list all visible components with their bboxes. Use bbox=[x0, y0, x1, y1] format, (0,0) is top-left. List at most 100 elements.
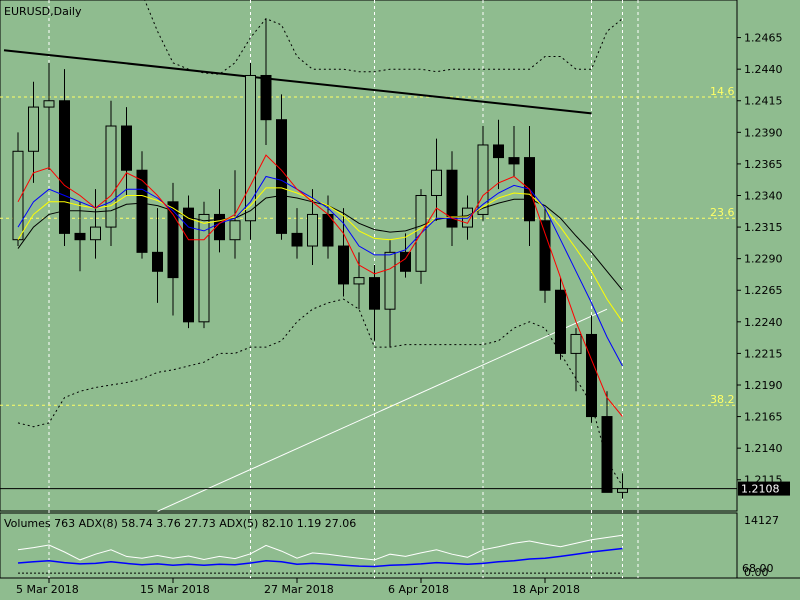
resistance-trendline bbox=[3, 49, 592, 115]
bull-candle-body bbox=[477, 144, 489, 215]
bull-candle-body bbox=[570, 333, 582, 354]
ma-red-line bbox=[17, 154, 623, 417]
price-tick-label-8: 1.2265 bbox=[744, 284, 783, 297]
current-price-box bbox=[738, 481, 790, 496]
bear-candle-body bbox=[586, 333, 597, 418]
bear-candle-body bbox=[260, 74, 272, 121]
candle-10[interactable] bbox=[167, 182, 179, 316]
price-tick-label-13: 1.2140 bbox=[744, 442, 783, 455]
time-tick-label-4: 18 Apr 2018 bbox=[512, 583, 580, 596]
candle-7[interactable] bbox=[121, 107, 132, 196]
candle-25[interactable] bbox=[400, 233, 411, 278]
bull-candle-body bbox=[105, 125, 117, 228]
indicator-min-overlap-label: 68.00 bbox=[742, 562, 774, 575]
price-tick-label-3: 1.2390 bbox=[744, 126, 783, 139]
candle-6[interactable] bbox=[105, 100, 117, 247]
candle-27[interactable] bbox=[431, 138, 442, 221]
price-tick-label-1: 1.2440 bbox=[744, 63, 783, 76]
current-price-label: 1.2108 bbox=[741, 483, 780, 496]
trendlines bbox=[3, 49, 608, 512]
moving-averages bbox=[17, 154, 623, 417]
bear-candle-body bbox=[446, 169, 458, 228]
bear-candle-body bbox=[167, 201, 179, 279]
bear-candle-body bbox=[539, 220, 551, 291]
candle-0[interactable] bbox=[12, 132, 24, 247]
bear-candle-body bbox=[601, 416, 613, 493]
candle-24[interactable] bbox=[384, 239, 396, 348]
candle-38[interactable] bbox=[601, 391, 613, 493]
bear-candle-body bbox=[291, 232, 303, 247]
price-panel[interactable] bbox=[0, 0, 738, 512]
bear-candle-body bbox=[74, 232, 86, 241]
candle-9[interactable] bbox=[152, 208, 163, 303]
candle-36[interactable] bbox=[570, 328, 582, 392]
candle-5[interactable] bbox=[90, 189, 101, 259]
fib-label-0: 14.6 bbox=[710, 85, 735, 98]
indicator-lines bbox=[17, 534, 623, 574]
bear-candle-body bbox=[493, 144, 504, 159]
fib-label-2: 38.2 bbox=[710, 393, 735, 406]
candle-21[interactable] bbox=[338, 208, 349, 297]
ma-blue-line bbox=[17, 175, 623, 367]
candle-35[interactable] bbox=[555, 277, 566, 360]
fib-label-1: 23.6 bbox=[710, 206, 735, 219]
bull-candle-body bbox=[307, 213, 318, 247]
candle-16[interactable] bbox=[260, 18, 272, 145]
price-axis: 1.2465 1.2440 1.2415 1.2390 1.2365 1.2340 1.23… bbox=[737, 32, 783, 487]
bear-candle-body bbox=[121, 125, 132, 171]
candle-15[interactable] bbox=[245, 62, 256, 240]
candle-23[interactable] bbox=[369, 264, 380, 341]
time-axis: 5 Mar 2018 15 Mar 2018 27 Mar 2018 6 Apr 20… bbox=[16, 578, 580, 596]
price-tick-label-12: 1.2165 bbox=[744, 411, 783, 424]
volume-line bbox=[17, 534, 623, 561]
price-tick-label-6: 1.2315 bbox=[744, 221, 783, 234]
candle-3[interactable] bbox=[59, 69, 70, 247]
candle-11[interactable] bbox=[183, 195, 194, 329]
candle-31[interactable] bbox=[493, 119, 504, 190]
bull-candle-body bbox=[12, 150, 24, 241]
candle-34[interactable] bbox=[539, 208, 551, 303]
envelope-bands bbox=[17, 0, 623, 487]
bull-candle-body bbox=[28, 106, 39, 152]
price-tick-label-5: 1.2340 bbox=[744, 189, 783, 202]
candle-1[interactable] bbox=[28, 81, 39, 183]
bear-candle-body bbox=[183, 207, 194, 323]
bull-candle-body bbox=[384, 251, 396, 310]
lower-band bbox=[17, 298, 623, 487]
candle-2[interactable] bbox=[43, 62, 55, 171]
bear-candle-body bbox=[508, 157, 520, 165]
candle-39[interactable] bbox=[617, 473, 628, 499]
candles[interactable] bbox=[12, 18, 628, 499]
price-tick-label-7: 1.2290 bbox=[744, 253, 783, 266]
price-tick-label-9: 1.2240 bbox=[744, 316, 783, 329]
ma-yellow-line bbox=[17, 187, 623, 323]
candle-18[interactable] bbox=[291, 208, 303, 259]
price-tick-label-2: 1.2415 bbox=[744, 95, 783, 108]
candle-28[interactable] bbox=[446, 151, 458, 247]
ma-black-line bbox=[17, 194, 623, 291]
bull-candle-body bbox=[43, 100, 55, 108]
bull-candle-body bbox=[617, 488, 628, 493]
time-tick-label-2: 27 Mar 2018 bbox=[264, 583, 334, 596]
time-tick-label-1: 15 Mar 2018 bbox=[140, 583, 210, 596]
candle-32[interactable] bbox=[508, 126, 520, 177]
time-tick-label-0: 5 Mar 2018 bbox=[16, 583, 79, 596]
candle-4[interactable] bbox=[74, 201, 86, 272]
bear-candle-body bbox=[152, 251, 163, 272]
candle-22[interactable] bbox=[353, 252, 365, 310]
price-tick-label-11: 1.2190 bbox=[744, 379, 783, 392]
bear-candle-body bbox=[276, 119, 287, 234]
candle-8[interactable] bbox=[136, 151, 148, 259]
bear-candle-body bbox=[369, 277, 380, 310]
adx-line bbox=[17, 547, 623, 568]
bull-candle-body bbox=[431, 169, 442, 196]
time-tick-label-3: 6 Apr 2018 bbox=[388, 583, 449, 596]
bear-candle-body bbox=[136, 169, 148, 253]
support-trendline bbox=[157, 308, 608, 512]
indicator-label: Volumes 763 ADX(8) 58.74 3.76 27.73 ADX(… bbox=[4, 517, 356, 530]
indicator-min-label: 0.00 bbox=[744, 566, 769, 579]
candle-37[interactable] bbox=[586, 315, 597, 423]
price-tick-label-4: 1.2365 bbox=[744, 158, 783, 171]
fibonacci-levels: 14.6 23.6 38.2 bbox=[0, 85, 737, 406]
